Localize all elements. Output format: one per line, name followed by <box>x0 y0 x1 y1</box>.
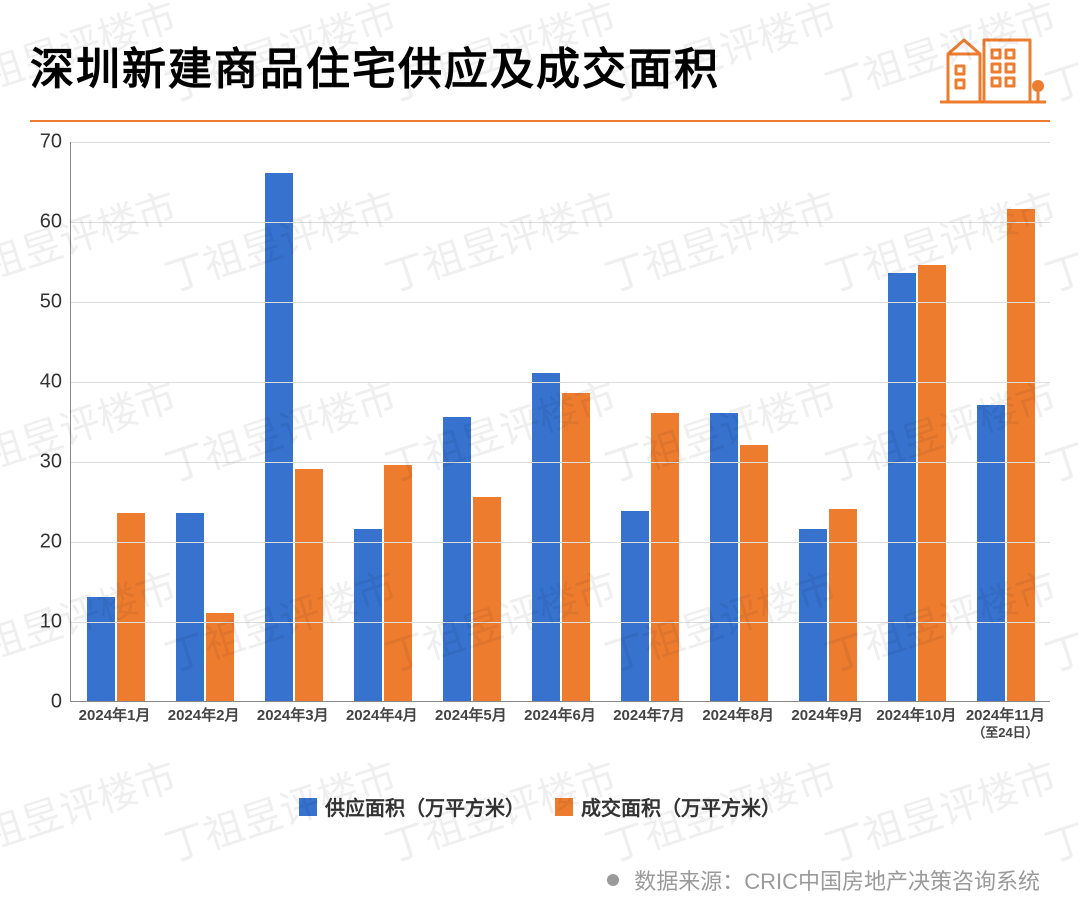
bar <box>473 497 501 701</box>
x-tick-label: 2024年3月 <box>257 707 329 725</box>
bar-group <box>516 373 605 701</box>
legend-label: 供应面积（万平方米） <box>325 792 525 821</box>
bar <box>621 511 649 701</box>
chart-legend: 供应面积（万平方米） 成交面积（万平方米） <box>0 792 1080 821</box>
bar <box>87 597 115 701</box>
bar <box>710 413 738 701</box>
x-tick-label: 2024年5月 <box>435 707 507 725</box>
bar-group <box>962 209 1051 701</box>
bar <box>1007 209 1035 701</box>
buildings-icon <box>930 20 1050 110</box>
y-tick-label: 70 <box>40 131 62 154</box>
gridline <box>71 302 1050 303</box>
bar-group <box>427 417 516 701</box>
x-tick-label: 2024年10月 <box>876 707 956 725</box>
bar-group <box>695 413 784 701</box>
data-source: 数据来源：CRIC中国房地产决策咨询系统 <box>607 864 1040 896</box>
x-tick-label: 2024年8月 <box>702 707 774 725</box>
gridline <box>71 382 1050 383</box>
gridline <box>71 622 1050 623</box>
y-tick-label: 0 <box>51 691 62 714</box>
bar <box>651 413 679 701</box>
gridline <box>71 462 1050 463</box>
x-tick-label: 2024年7月 <box>613 707 685 725</box>
bar <box>206 613 234 701</box>
chart-container: 010203040506070 2024年1月2024年2月2024年3月202… <box>30 142 1050 782</box>
bar-group <box>873 265 962 701</box>
y-tick-label: 60 <box>40 211 62 234</box>
gridline <box>71 142 1050 143</box>
source-text: 数据来源：CRIC中国房地产决策咨询系统 <box>634 864 1040 896</box>
legend-item: 供应面积（万平方米） <box>299 792 525 821</box>
bar-group <box>784 509 873 701</box>
x-tick-label: 2024年1月 <box>79 707 151 725</box>
x-tick-label: 2024年6月 <box>524 707 596 725</box>
y-tick-label: 10 <box>40 611 62 634</box>
y-tick-label: 30 <box>40 451 62 474</box>
y-axis: 010203040506070 <box>30 142 70 702</box>
header-divider <box>30 120 1050 122</box>
bar <box>740 445 768 701</box>
bar <box>888 273 916 701</box>
y-tick-label: 40 <box>40 371 62 394</box>
bar <box>532 373 560 701</box>
legend-label: 成交面积（万平方米） <box>581 792 781 821</box>
legend-item: 成交面积（万平方米） <box>555 792 781 821</box>
bullet-icon <box>607 874 619 886</box>
bar <box>354 529 382 701</box>
legend-swatch <box>555 798 573 816</box>
bar-group <box>338 465 427 701</box>
bar <box>295 469 323 701</box>
x-tick-label: 2024年11月（至24日） <box>966 707 1045 741</box>
bar <box>829 509 857 701</box>
gridline <box>71 222 1050 223</box>
chart-header: 深圳新建商品住宅供应及成交面积 <box>0 0 1080 120</box>
x-tick-label: 2024年9月 <box>791 707 863 725</box>
plot-area <box>70 142 1050 702</box>
bar <box>977 405 1005 701</box>
bar <box>384 465 412 701</box>
y-tick-label: 20 <box>40 531 62 554</box>
bar <box>799 529 827 701</box>
chart-title: 深圳新建商品住宅供应及成交面积 <box>30 33 720 97</box>
x-axis-labels: 2024年1月 2024年2月 2024年3月 2024年4月 2024年5月 2024年… <box>70 707 1050 767</box>
bar <box>562 393 590 701</box>
x-tick-label: 2024年4月 <box>346 707 418 725</box>
bar <box>443 417 471 701</box>
y-tick-label: 50 <box>40 291 62 314</box>
legend-swatch <box>299 798 317 816</box>
bar-group <box>606 413 695 701</box>
x-tick-label: 2024年2月 <box>168 707 240 725</box>
bars-layer <box>71 142 1050 701</box>
gridline <box>71 542 1050 543</box>
bar <box>918 265 946 701</box>
